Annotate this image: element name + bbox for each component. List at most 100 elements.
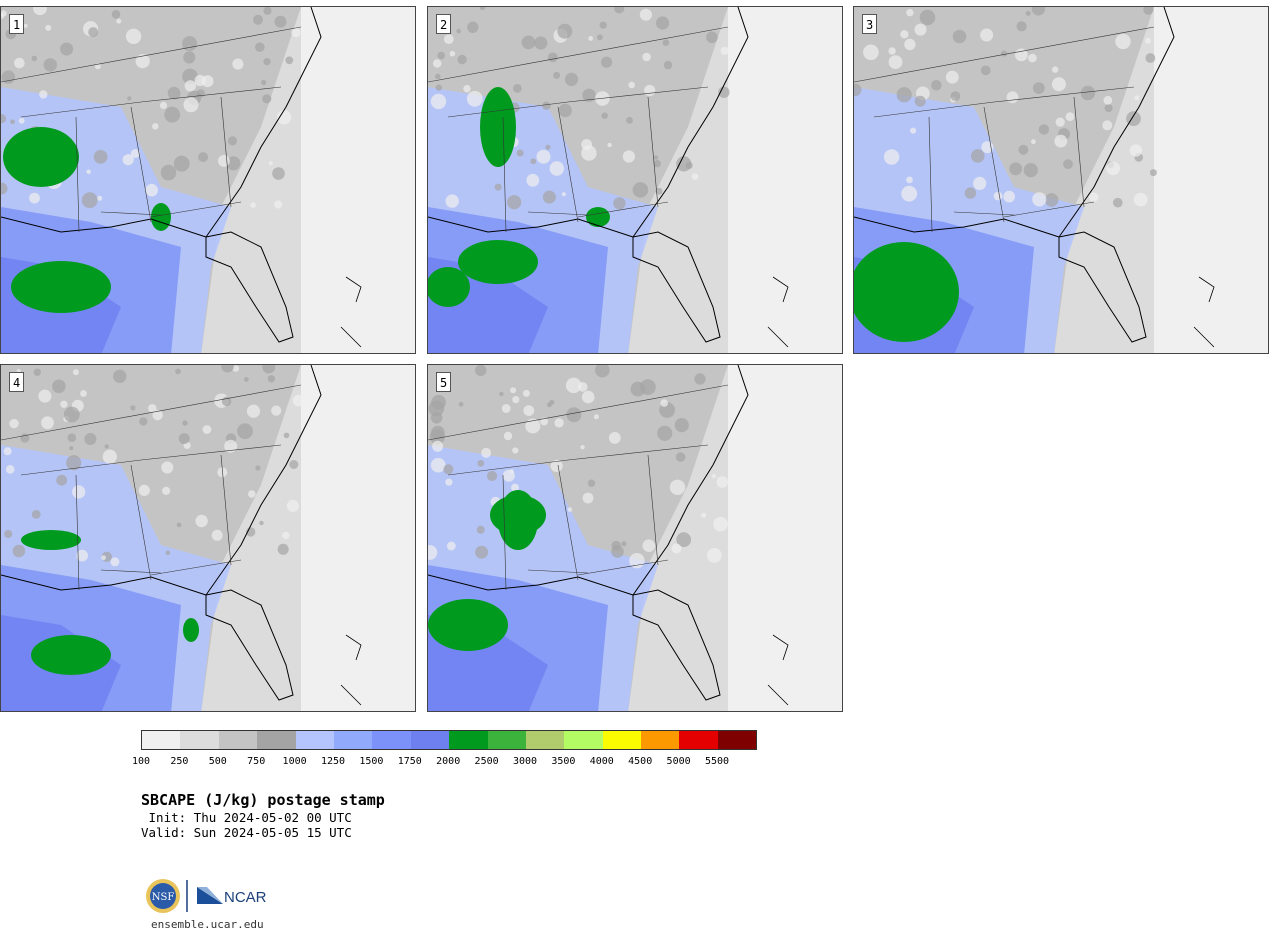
cape-speckle bbox=[511, 483, 519, 492]
cape-speckle bbox=[445, 478, 453, 486]
cape-speckle bbox=[201, 75, 214, 88]
cape-2000-area bbox=[490, 495, 546, 535]
cape-speckle bbox=[93, 150, 108, 164]
stamp-number: 1 bbox=[9, 14, 25, 34]
cape-speckle bbox=[578, 382, 588, 392]
offshore-low-cape bbox=[301, 7, 415, 353]
cape-speckle bbox=[973, 176, 987, 190]
cape-speckle bbox=[101, 555, 106, 561]
colorbar-swatch bbox=[487, 731, 526, 749]
atlantic-coastline bbox=[632, 7, 749, 238]
cape-speckle bbox=[547, 52, 558, 63]
cape-speckle bbox=[671, 543, 682, 554]
bahamas-outline bbox=[1193, 326, 1215, 348]
colorbar-tick-label: 1500 bbox=[359, 756, 384, 767]
state-boundary bbox=[502, 474, 507, 591]
cape-speckle bbox=[1115, 33, 1131, 50]
cape-speckle bbox=[906, 8, 914, 17]
cape-speckle bbox=[888, 55, 903, 69]
cape-speckle bbox=[116, 18, 122, 24]
cape-speckle bbox=[102, 449, 117, 464]
colorbar-swatch bbox=[525, 731, 565, 749]
gulf-coastline bbox=[854, 216, 1060, 238]
cape-speckle bbox=[993, 191, 1003, 201]
cape-speckle bbox=[218, 155, 230, 167]
cape-speckle bbox=[1055, 117, 1065, 127]
cape-speckle bbox=[67, 433, 77, 442]
cape-speckle bbox=[255, 465, 261, 471]
cape-speckle bbox=[110, 557, 120, 567]
colorbar-swatch bbox=[641, 731, 680, 749]
cape-speckle bbox=[607, 142, 612, 148]
cape-speckle bbox=[182, 68, 198, 85]
florida-coastline bbox=[205, 589, 294, 701]
cape-speckle bbox=[84, 433, 97, 445]
bahamas-outline bbox=[345, 276, 362, 303]
cape-speckle bbox=[1018, 144, 1029, 155]
cape-speckle bbox=[259, 520, 264, 526]
cape-speckle bbox=[211, 529, 223, 541]
state-boundary bbox=[220, 96, 232, 208]
cape-speckle bbox=[254, 42, 265, 52]
cape-speckle bbox=[906, 176, 913, 184]
cape-speckle bbox=[580, 445, 585, 450]
cape-speckle bbox=[475, 545, 489, 559]
bahamas-outline bbox=[340, 326, 362, 348]
cape-speckle bbox=[274, 15, 287, 28]
cape-speckle bbox=[272, 167, 285, 180]
cape-map bbox=[1, 7, 415, 353]
cape-speckle bbox=[720, 46, 729, 55]
cape-speckle bbox=[18, 117, 25, 124]
state-boundary bbox=[150, 559, 242, 576]
cape-2000-area bbox=[31, 635, 111, 675]
cape-speckle bbox=[931, 80, 942, 91]
cape-speckle bbox=[481, 447, 492, 458]
cape-speckle bbox=[1, 114, 7, 124]
cape-2000-area bbox=[854, 242, 959, 342]
cape-speckle bbox=[198, 152, 209, 163]
cape-speckle bbox=[1009, 162, 1023, 176]
cape-speckle bbox=[182, 36, 198, 52]
cape-speckle bbox=[152, 123, 159, 130]
cape-speckle bbox=[1134, 95, 1140, 101]
cape-speckle bbox=[945, 70, 959, 84]
cape-speckle bbox=[611, 540, 621, 551]
cape-speckle bbox=[88, 27, 99, 38]
cape-speckle bbox=[467, 21, 479, 33]
cape-speckle bbox=[662, 39, 670, 46]
bahamas-outline bbox=[340, 684, 362, 706]
cape-speckle bbox=[581, 145, 597, 161]
cape-speckle bbox=[138, 484, 150, 496]
init-time: Init: Thu 2024-05-02 00 UTC bbox=[141, 810, 352, 825]
state-boundary bbox=[150, 201, 242, 218]
cape-speckle bbox=[443, 464, 454, 475]
ncar-mark-icon bbox=[197, 887, 223, 904]
cape-speckle bbox=[1051, 77, 1066, 92]
colorbar-tick-label: 3000 bbox=[512, 756, 538, 767]
state-boundary bbox=[100, 569, 162, 574]
cape-speckle bbox=[127, 96, 132, 101]
colorbar-tick-label: 1750 bbox=[397, 756, 422, 767]
cape-speckle bbox=[39, 90, 48, 99]
cape-speckle bbox=[523, 405, 535, 416]
cape-speckle bbox=[669, 479, 686, 495]
cape-speckle bbox=[224, 439, 238, 453]
cape-speckle bbox=[621, 541, 627, 547]
cape-speckle bbox=[716, 476, 729, 488]
cape-speckle bbox=[97, 195, 103, 201]
cape-speckle bbox=[274, 200, 283, 209]
cape-speckle bbox=[1129, 144, 1143, 157]
cape-speckle bbox=[431, 425, 445, 440]
cape-speckle bbox=[1025, 10, 1031, 16]
colorbar-swatch bbox=[142, 731, 181, 749]
cape-speckle bbox=[432, 440, 444, 452]
cape-speckle bbox=[152, 409, 163, 421]
cape-speckle bbox=[183, 51, 196, 64]
cape-speckle bbox=[244, 377, 249, 382]
cape-speckle bbox=[510, 387, 517, 394]
cape-speckle bbox=[60, 400, 68, 408]
cape-speckle bbox=[283, 432, 290, 439]
cape-speckle bbox=[1080, 85, 1096, 101]
state-boundary bbox=[647, 96, 659, 208]
state-boundary bbox=[527, 211, 589, 216]
